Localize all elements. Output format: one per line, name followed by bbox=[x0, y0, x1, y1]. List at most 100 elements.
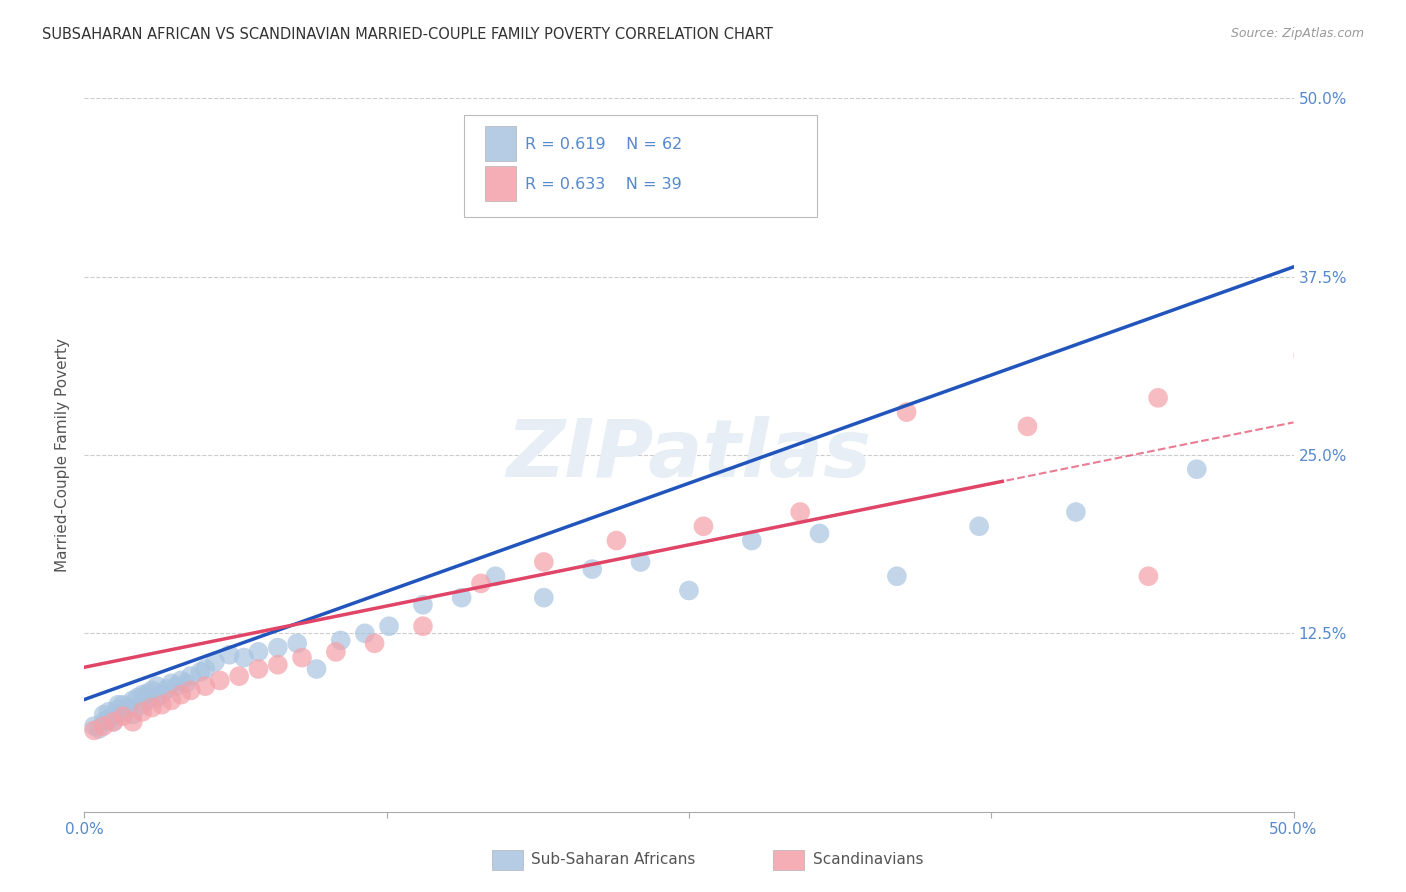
Point bbox=[138, 655, 160, 669]
Point bbox=[110, 690, 132, 705]
Point bbox=[799, 555, 821, 569]
Point bbox=[605, 569, 627, 583]
Point bbox=[569, 505, 592, 519]
Point bbox=[100, 690, 122, 705]
Point bbox=[170, 640, 193, 655]
Point bbox=[225, 619, 247, 633]
Point bbox=[97, 693, 120, 707]
Point bbox=[920, 262, 942, 277]
Point bbox=[682, 348, 704, 362]
Point bbox=[520, 519, 543, 533]
Point bbox=[127, 669, 149, 683]
Point bbox=[690, 505, 713, 519]
Point bbox=[103, 698, 125, 712]
Text: R = 0.633    N = 39: R = 0.633 N = 39 bbox=[524, 177, 682, 192]
Point bbox=[1234, 640, 1257, 655]
Point bbox=[112, 698, 135, 712]
Point bbox=[150, 669, 173, 683]
Point bbox=[181, 650, 204, 665]
Point bbox=[544, 419, 567, 434]
Point bbox=[127, 683, 149, 698]
Point bbox=[120, 679, 142, 693]
Point bbox=[97, 714, 120, 729]
Point bbox=[87, 714, 110, 729]
Point bbox=[104, 686, 127, 700]
Point bbox=[97, 707, 120, 722]
Point bbox=[170, 657, 193, 672]
Point bbox=[87, 714, 110, 729]
Point bbox=[302, 591, 325, 605]
Y-axis label: Married-Couple Family Poverty: Married-Couple Family Poverty bbox=[55, 338, 70, 572]
Point bbox=[920, 241, 942, 255]
Point bbox=[94, 700, 117, 714]
Point bbox=[382, 519, 405, 533]
Point bbox=[242, 619, 264, 633]
Point bbox=[762, 448, 785, 462]
Point bbox=[107, 700, 129, 714]
Point bbox=[93, 705, 115, 719]
Point bbox=[87, 707, 110, 722]
Point bbox=[121, 673, 143, 688]
Text: Sub-Saharan Africans: Sub-Saharan Africans bbox=[531, 853, 696, 867]
Point bbox=[630, 462, 652, 476]
Point bbox=[134, 662, 156, 676]
Point bbox=[121, 688, 143, 702]
Point bbox=[90, 698, 112, 712]
Point bbox=[198, 645, 221, 659]
Point bbox=[610, 391, 633, 405]
Point bbox=[86, 712, 108, 726]
Point bbox=[339, 533, 361, 548]
Point bbox=[153, 650, 176, 665]
Point bbox=[117, 676, 139, 690]
Point bbox=[107, 683, 129, 698]
Point bbox=[114, 681, 136, 696]
Text: SUBSAHARAN AFRICAN VS SCANDINAVIAN MARRIED-COUPLE FAMILY POVERTY CORRELATION CHA: SUBSAHARAN AFRICAN VS SCANDINAVIAN MARRI… bbox=[42, 27, 773, 42]
Point bbox=[190, 662, 212, 676]
Text: Scandinavians: Scandinavians bbox=[813, 853, 924, 867]
Point bbox=[141, 673, 163, 688]
Text: ZIPatlas: ZIPatlas bbox=[506, 416, 872, 494]
Point bbox=[278, 569, 301, 583]
Point bbox=[1088, 462, 1111, 476]
Point bbox=[134, 679, 156, 693]
Point bbox=[375, 583, 398, 598]
Point bbox=[103, 688, 125, 702]
Point bbox=[90, 702, 112, 716]
Point bbox=[242, 598, 264, 612]
Point bbox=[406, 533, 429, 548]
Point bbox=[1185, 334, 1208, 348]
Point bbox=[83, 714, 105, 729]
Point bbox=[271, 576, 294, 591]
Point bbox=[77, 719, 100, 733]
Point bbox=[117, 693, 139, 707]
Point bbox=[93, 709, 115, 723]
Point bbox=[762, 519, 785, 533]
Point bbox=[104, 693, 127, 707]
Point bbox=[1040, 719, 1063, 733]
Point bbox=[83, 707, 105, 722]
Point bbox=[432, 505, 454, 519]
Point bbox=[110, 679, 132, 693]
Point bbox=[160, 645, 183, 659]
Point bbox=[201, 633, 224, 648]
Text: R = 0.619    N = 62: R = 0.619 N = 62 bbox=[524, 137, 682, 152]
Point bbox=[1142, 555, 1164, 569]
Point bbox=[86, 705, 108, 719]
Point bbox=[93, 698, 115, 712]
Point bbox=[939, 519, 962, 533]
Point bbox=[80, 722, 103, 736]
Point bbox=[160, 662, 183, 676]
Text: Source: ZipAtlas.com: Source: ZipAtlas.com bbox=[1230, 27, 1364, 40]
Point bbox=[131, 665, 153, 679]
Point bbox=[124, 676, 146, 690]
Point bbox=[702, 369, 724, 384]
Point bbox=[146, 648, 169, 662]
Point bbox=[1004, 305, 1026, 319]
Point bbox=[835, 498, 858, 512]
Point bbox=[77, 723, 100, 738]
Point bbox=[328, 562, 350, 576]
Point bbox=[218, 636, 240, 650]
Point bbox=[262, 591, 284, 605]
Point bbox=[302, 555, 325, 569]
Point bbox=[103, 705, 125, 719]
